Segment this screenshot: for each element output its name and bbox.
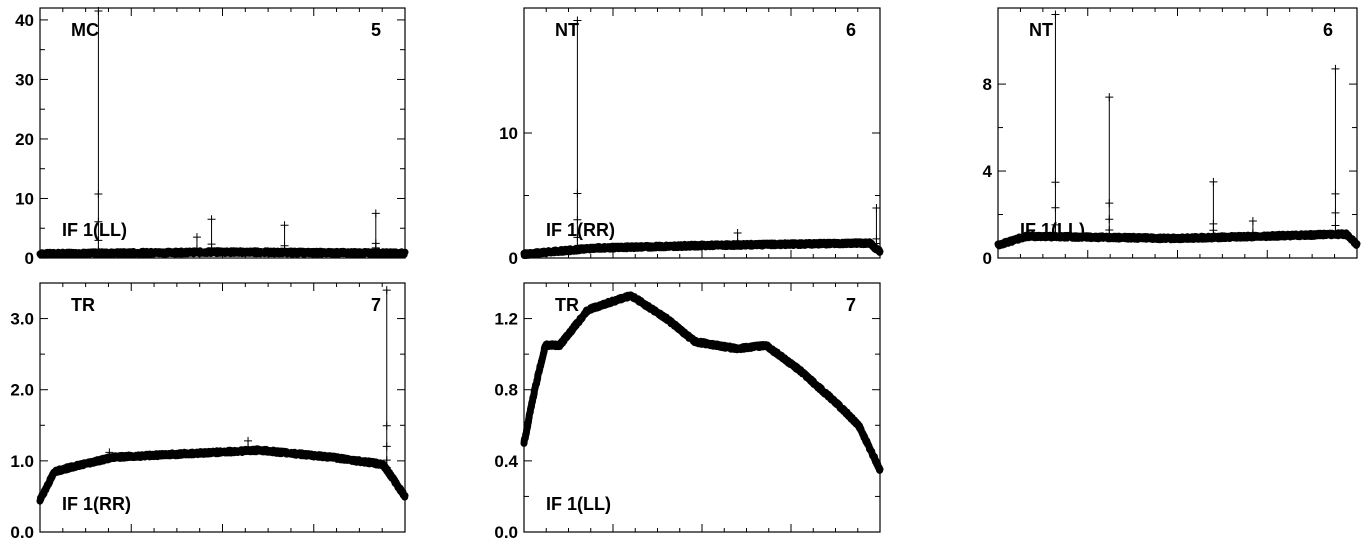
data-marker xyxy=(1331,221,1340,230)
plot-panel: 0 10 NT 6 IF 1(RR) xyxy=(499,7,884,268)
y-tick-label: 40 xyxy=(15,11,34,30)
station-label: NT xyxy=(1029,20,1053,40)
data-marker xyxy=(573,16,582,25)
data-marker xyxy=(872,234,881,243)
data-marker xyxy=(1209,219,1218,228)
data-marker xyxy=(244,436,253,445)
baseline-label: IF 1(LL) xyxy=(546,494,611,514)
y-tick-label: 0.0 xyxy=(494,523,518,542)
plot-panel: 0 4 8 NT 6 IF 1(LL) xyxy=(983,7,1361,268)
data-marker xyxy=(94,189,103,198)
data-marker xyxy=(1248,217,1257,226)
station-label: TR xyxy=(555,295,579,315)
baseline-label: IF 1(LL) xyxy=(62,220,127,240)
y-tick-label: 0.4 xyxy=(494,452,518,471)
data-marker xyxy=(1105,93,1114,102)
data-marker xyxy=(382,456,391,465)
y-tick-label: 0.8 xyxy=(494,381,518,400)
data-marker xyxy=(207,240,216,249)
data-marker xyxy=(1105,225,1114,234)
station-label: NT xyxy=(555,20,579,40)
data-marker xyxy=(382,286,391,295)
antenna-number: 5 xyxy=(371,20,381,40)
data-marker xyxy=(573,215,582,224)
baseline-label: IF 1(LL) xyxy=(1020,220,1085,240)
data-marker xyxy=(733,229,742,237)
data-marker xyxy=(192,233,201,242)
y-tick-label: 10 xyxy=(15,189,34,208)
data-marker xyxy=(1051,220,1060,229)
amplitude-trace xyxy=(520,238,884,260)
antenna-number: 7 xyxy=(371,295,381,315)
y-tick-label: 0 xyxy=(509,249,518,268)
data-marker xyxy=(1331,189,1340,198)
antenna-number: 6 xyxy=(846,20,856,40)
data-marker xyxy=(105,448,114,457)
antenna-number: 6 xyxy=(1323,20,1333,40)
amplitude-trace xyxy=(36,445,409,505)
data-marker xyxy=(1105,199,1114,208)
plot-panel: 0.0 1.0 2.0 3.0 TR 7 IF 1(RR) xyxy=(10,282,409,542)
data-marker xyxy=(94,217,103,226)
data-marker xyxy=(1051,178,1060,187)
y-tick-label: 10 xyxy=(499,124,518,143)
data-marker xyxy=(280,221,289,230)
station-label: TR xyxy=(71,295,95,315)
data-marker xyxy=(1248,228,1257,237)
y-tick-label: 0 xyxy=(25,249,34,268)
data-marker xyxy=(382,463,391,472)
data-marker xyxy=(192,244,201,253)
y-tick-label: 0.0 xyxy=(10,523,34,542)
plot-panel: 0.0 0.4 0.8 1.2 TR 7 IF 1(LL) xyxy=(494,282,884,542)
y-tick-label: 0 xyxy=(983,249,992,268)
data-marker xyxy=(371,209,380,218)
y-tick-label: 8 xyxy=(983,75,992,94)
y-tick-label: 3.0 xyxy=(10,310,34,329)
y-tick-label: 1.0 xyxy=(10,452,34,471)
data-marker xyxy=(1209,177,1218,186)
y-tick-label: 1.2 xyxy=(494,310,518,329)
data-marker xyxy=(872,204,881,212)
data-marker xyxy=(207,215,216,224)
data-marker xyxy=(1331,208,1340,217)
data-marker xyxy=(244,444,253,453)
amplitude-trace xyxy=(994,229,1361,250)
y-tick-label: 4 xyxy=(983,162,993,181)
data-marker xyxy=(1051,203,1060,212)
y-tick-label: 20 xyxy=(15,130,34,149)
plot-panel: 0 10 20 30 40 MC 5 IF 1(LL) xyxy=(15,6,409,268)
antenna-number: 7 xyxy=(846,295,856,315)
y-tick-label: 2.0 xyxy=(10,381,34,400)
data-marker xyxy=(280,241,289,250)
data-marker xyxy=(382,421,391,430)
data-marker xyxy=(733,238,742,247)
data-marker xyxy=(1105,215,1114,224)
data-marker xyxy=(573,233,582,242)
data-marker xyxy=(94,6,103,15)
data-marker xyxy=(94,246,103,255)
baseline-label: IF 1(RR) xyxy=(546,220,615,240)
data-marker xyxy=(1331,228,1340,237)
data-marker xyxy=(573,189,582,198)
y-tick-label: 30 xyxy=(15,70,34,89)
data-marker xyxy=(382,442,391,451)
data-marker xyxy=(1051,230,1060,239)
data-marker xyxy=(1331,64,1340,73)
station-label: MC xyxy=(71,20,99,40)
data-marker xyxy=(1051,10,1060,19)
amplitude-trace xyxy=(36,247,409,259)
baseline-label: IF 1(RR) xyxy=(62,494,131,514)
data-marker xyxy=(573,242,582,251)
amplitude-trace xyxy=(520,291,884,474)
data-marker xyxy=(371,239,380,248)
data-marker xyxy=(94,236,103,245)
